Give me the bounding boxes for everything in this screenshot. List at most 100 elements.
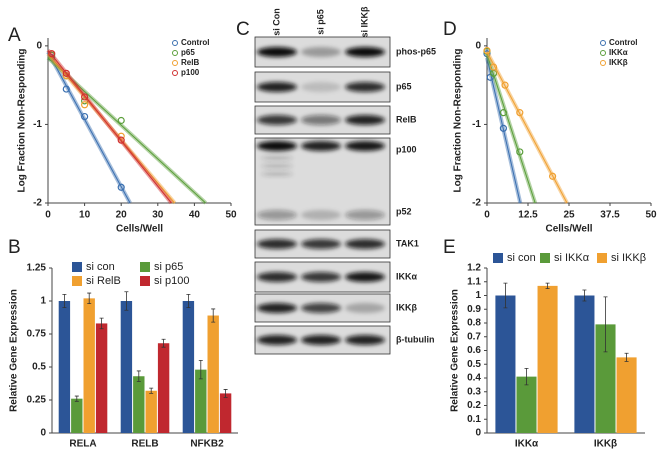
bar xyxy=(145,390,157,433)
blot-band xyxy=(345,239,385,249)
y-tick-label: 1 xyxy=(475,290,481,301)
panel-letter: D xyxy=(443,19,457,40)
point xyxy=(117,136,125,144)
bar xyxy=(616,357,637,433)
legend-label: si IKKβ xyxy=(611,252,646,264)
y-tick-label: -2 xyxy=(33,198,42,209)
point xyxy=(483,46,491,55)
blot-band xyxy=(301,141,341,151)
y-tick-label: 0.2 xyxy=(467,400,481,411)
y-tick-label: 0.5 xyxy=(467,359,481,370)
blot-band xyxy=(345,47,385,57)
point xyxy=(489,63,498,71)
error-bar xyxy=(124,291,129,311)
legend-label: Control xyxy=(609,38,637,47)
y-axis-label: Relative Gene Expression xyxy=(9,289,20,412)
fit-line xyxy=(486,54,536,204)
legend-marker xyxy=(597,253,607,263)
x-tick-label: 37.5 xyxy=(600,210,620,221)
legend-marker xyxy=(600,60,606,66)
blot-band xyxy=(301,210,341,220)
error-bar xyxy=(161,338,166,348)
point xyxy=(516,109,524,117)
blot-band xyxy=(345,82,385,92)
lane-label: si IKKβ xyxy=(359,6,369,38)
point xyxy=(48,50,56,58)
blot-band xyxy=(257,82,297,92)
y-tick-label: -1 xyxy=(472,119,481,130)
legend-label: IKKβ xyxy=(609,58,628,67)
band-label: IKKα xyxy=(396,271,417,281)
y-axis-label: Relative Gene Expression xyxy=(450,289,461,412)
y-tick-label: -1 xyxy=(33,119,42,130)
legend-marker xyxy=(493,253,503,263)
y-tick-label: 0 xyxy=(475,428,481,439)
y-tick-label: 0 xyxy=(475,40,481,51)
blot-band xyxy=(345,115,385,125)
legend-marker xyxy=(140,276,150,286)
x-tick-label: RELB xyxy=(131,439,158,450)
legend-label: IKKα xyxy=(609,48,628,57)
bar xyxy=(219,393,232,433)
fit-line xyxy=(47,49,172,204)
point xyxy=(117,116,125,125)
error-bar xyxy=(198,360,203,380)
legend-label: si RelB xyxy=(86,275,121,287)
legend-marker xyxy=(172,40,178,46)
error-bar xyxy=(503,282,508,309)
blot-band xyxy=(257,303,297,313)
legend-label: si p65 xyxy=(154,261,183,273)
panel-letter: E xyxy=(443,237,456,258)
y-tick-label: 0.75 xyxy=(27,329,47,340)
point xyxy=(117,132,125,140)
blot-band xyxy=(345,141,385,151)
blot-band xyxy=(301,115,341,125)
panel-letter: B xyxy=(8,237,21,258)
error-bar xyxy=(223,389,228,398)
legend-marker xyxy=(140,262,150,272)
blot-band xyxy=(257,141,297,151)
bar xyxy=(71,398,83,433)
error-bar xyxy=(149,387,154,394)
blot-band xyxy=(301,335,341,345)
blot-smear xyxy=(261,156,293,160)
error-bar xyxy=(545,282,550,290)
panel-letter: C xyxy=(236,19,250,40)
y-tick-label: 0.6 xyxy=(467,345,481,356)
legend-label: si p100 xyxy=(154,275,189,287)
x-tick-label: 10 xyxy=(79,210,91,221)
x-tick-label: 20 xyxy=(116,210,128,221)
blot-band xyxy=(257,47,297,57)
y-axis-label: Log Fraction Non-Responding xyxy=(17,49,28,193)
band-label: p65 xyxy=(396,81,412,91)
panel-letter: A xyxy=(8,25,21,46)
bar xyxy=(157,343,170,433)
error-bar xyxy=(524,367,529,386)
error-bar xyxy=(211,308,216,323)
y-axis-label: Log Fraction Non-Responding xyxy=(453,49,464,193)
y-tick-label: 0.1 xyxy=(467,414,481,425)
x-tick-label: 50 xyxy=(225,210,237,221)
band-label: β-tubulin xyxy=(396,334,434,344)
y-tick-label: 0.5 xyxy=(32,362,46,373)
bar xyxy=(83,298,95,433)
x-tick-label: 12.5 xyxy=(518,210,538,221)
lane-label: si Con xyxy=(271,8,281,36)
band-label: p52 xyxy=(396,206,412,216)
legend-marker xyxy=(600,40,606,46)
bar xyxy=(207,315,219,433)
y-tick-label: -2 xyxy=(472,198,481,209)
error-bar xyxy=(582,289,587,302)
bar xyxy=(516,376,537,433)
y-tick-label: 1 xyxy=(40,296,46,307)
legend-marker xyxy=(72,276,82,286)
x-tick-label: RELA xyxy=(69,439,96,450)
x-axis-label: Cells/Well xyxy=(116,224,163,235)
blot-band xyxy=(301,239,341,249)
blot-smear xyxy=(261,172,293,176)
y-tick-label: 0.7 xyxy=(467,331,481,342)
x-tick-label: 30 xyxy=(152,210,164,221)
fit-line xyxy=(486,51,568,204)
blot-band xyxy=(345,335,385,345)
blot-band xyxy=(345,303,385,313)
